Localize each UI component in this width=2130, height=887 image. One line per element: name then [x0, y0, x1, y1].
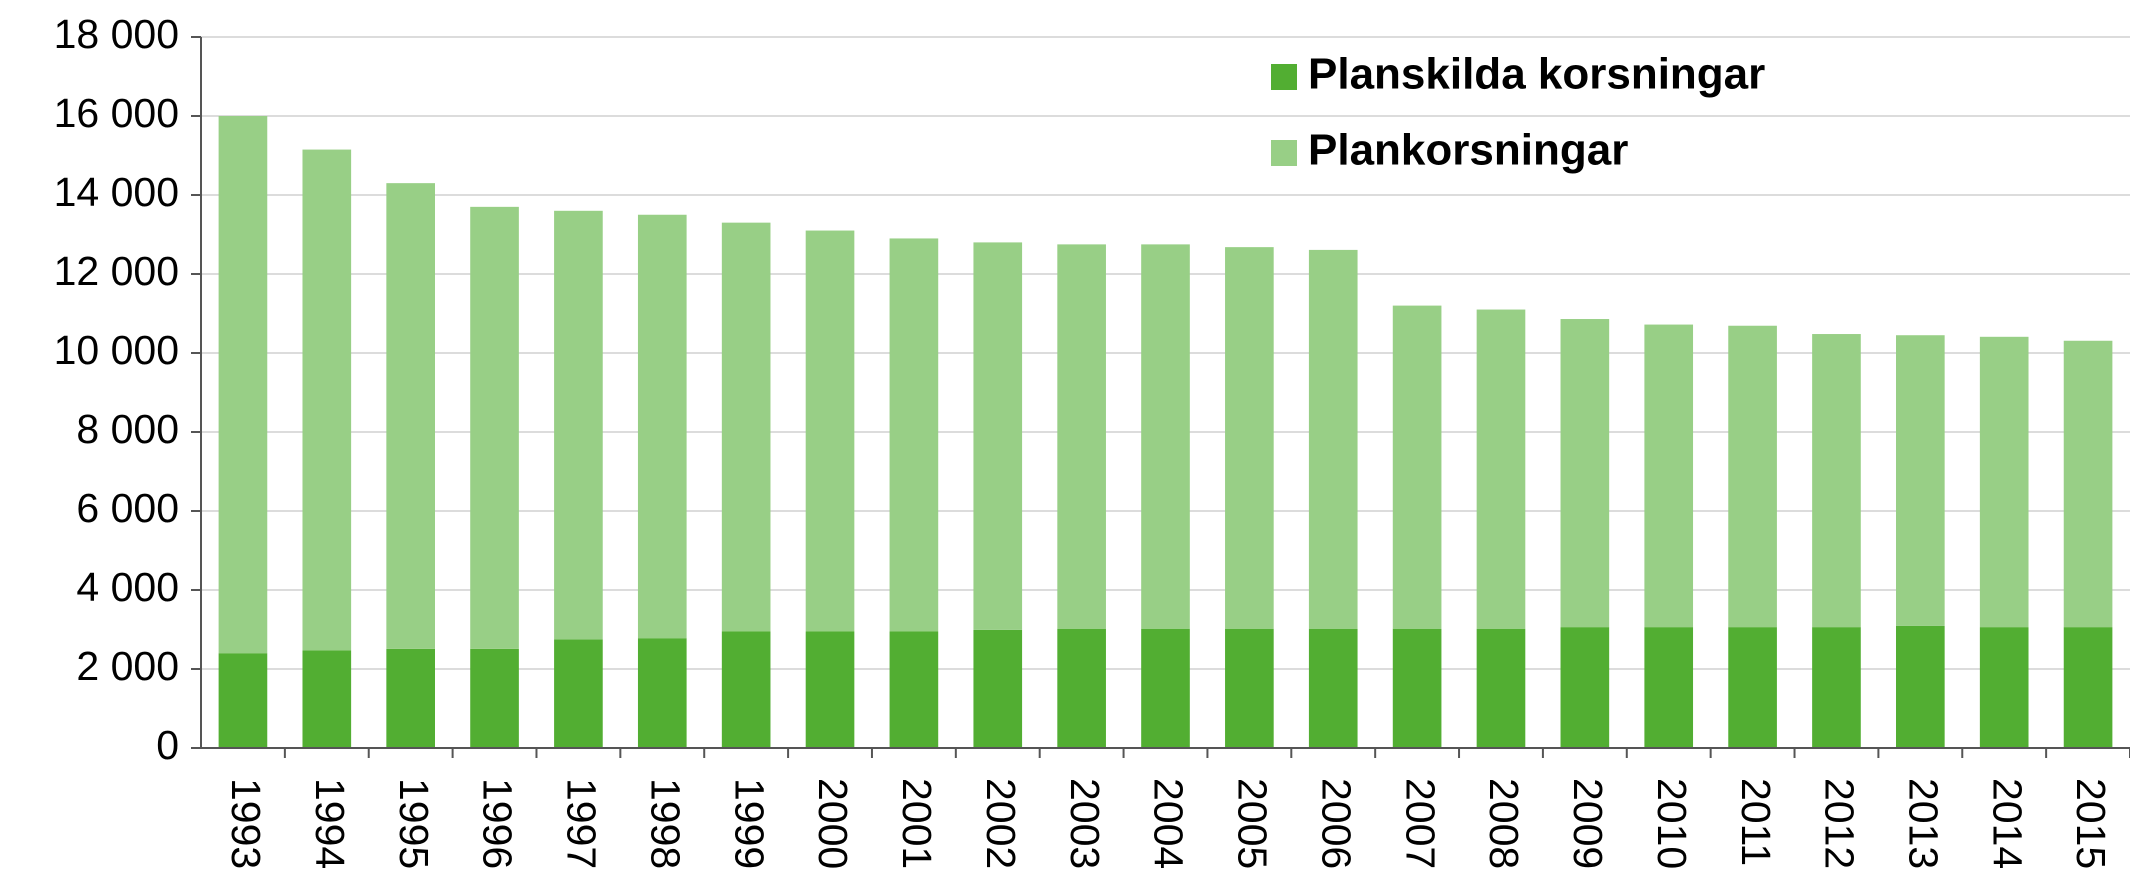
y-tick-label: 6 000 — [76, 485, 179, 531]
bar-segment — [1225, 247, 1274, 629]
y-tick-label: 10 000 — [54, 327, 179, 373]
bar-segment — [1896, 625, 1945, 748]
x-tick-label: 1995 — [391, 778, 437, 869]
bar-segment — [1057, 628, 1106, 748]
legend-label: Plankorsningar — [1308, 126, 1628, 175]
bar-segment — [973, 629, 1023, 748]
x-tick-label: 1997 — [559, 778, 605, 869]
bar-segment — [805, 230, 855, 632]
y-tick-label: 16 000 — [54, 90, 179, 136]
y-tick-label: 18 000 — [54, 11, 179, 57]
bar-segment — [386, 183, 435, 649]
y-tick-label: 4 000 — [76, 564, 179, 610]
bar-segment — [1644, 627, 1694, 748]
x-tick-label: 1994 — [307, 778, 353, 869]
bar-segment — [470, 206, 519, 649]
legend-swatch — [1271, 140, 1297, 166]
bar-segment — [470, 648, 519, 748]
x-tick-label: 1993 — [223, 778, 269, 869]
bar-segment — [637, 638, 687, 748]
bar-segment — [1560, 627, 1610, 748]
y-tick-label: 8 000 — [76, 406, 179, 452]
x-tick-label: 1998 — [642, 778, 688, 869]
y-tick-label: 2 000 — [76, 643, 179, 689]
y-tick-label: 0 — [156, 722, 179, 768]
bar-segment — [1225, 628, 1274, 748]
bar-segment — [302, 650, 352, 748]
bar-segment — [2063, 627, 2113, 748]
bar-segment — [1476, 309, 1526, 629]
bar-segment — [1392, 305, 1442, 629]
bar-segment — [1392, 628, 1442, 748]
x-tick-label: 2010 — [1649, 778, 1695, 869]
bar-segment — [805, 631, 855, 748]
bar-segment — [1896, 335, 1945, 626]
x-tick-label: 1999 — [726, 778, 772, 869]
x-tick-label: 2014 — [1984, 778, 2030, 869]
bar-segment — [1728, 325, 1777, 628]
bar-segment — [637, 214, 687, 639]
x-tick-label: 2015 — [2068, 778, 2114, 869]
bar-segment — [218, 116, 268, 654]
x-tick-label: 2007 — [1397, 778, 1443, 869]
bar-segment — [386, 648, 435, 748]
x-tick-label: 2009 — [1565, 778, 1611, 869]
x-tick-label: 2001 — [894, 778, 940, 869]
y-tick-label: 14 000 — [54, 169, 179, 215]
bar-segment — [1057, 244, 1106, 629]
bar-segment — [1141, 628, 1190, 748]
legend-label: Planskilda korsningar — [1308, 50, 1765, 99]
x-tick-label: 2006 — [1313, 778, 1359, 869]
x-tick-label: 2013 — [1900, 778, 1946, 869]
x-tick-label: 2000 — [810, 778, 856, 869]
x-tick-label: 2012 — [1817, 778, 1863, 869]
bar-segment — [1141, 244, 1190, 629]
bar-segment — [218, 653, 268, 748]
x-tick-label: 2002 — [978, 778, 1024, 869]
bar-segment — [302, 149, 352, 651]
bar-segment — [554, 639, 603, 748]
bar-segment — [2063, 340, 2113, 628]
bar-segment — [1728, 627, 1777, 748]
bar-segment — [721, 631, 771, 748]
legend-swatch — [1271, 64, 1297, 90]
x-tick-label: 2003 — [1062, 778, 1108, 869]
x-tick-label: 2011 — [1733, 778, 1779, 866]
bar-segment — [1308, 249, 1358, 629]
bar-segment — [554, 210, 603, 640]
bar-segment — [1560, 319, 1610, 628]
bar-segment — [1476, 628, 1526, 748]
bar-segment — [1979, 336, 2029, 628]
bar-segment — [889, 238, 939, 632]
y-tick-label: 12 000 — [54, 248, 179, 294]
bar-segment — [1812, 627, 1861, 748]
bar-segment — [889, 631, 939, 748]
bar-segment — [973, 242, 1023, 630]
bar-segment — [1979, 627, 2029, 748]
x-tick-label: 2005 — [1230, 778, 1276, 869]
bar-segment — [721, 222, 771, 632]
x-tick-label: 2004 — [1146, 778, 1192, 869]
bar-segment — [1812, 334, 1861, 628]
bar-segment — [1308, 628, 1358, 748]
x-tick-label: 2008 — [1481, 778, 1527, 869]
bar-segment — [1644, 324, 1694, 628]
x-tick-label: 1996 — [475, 778, 521, 869]
